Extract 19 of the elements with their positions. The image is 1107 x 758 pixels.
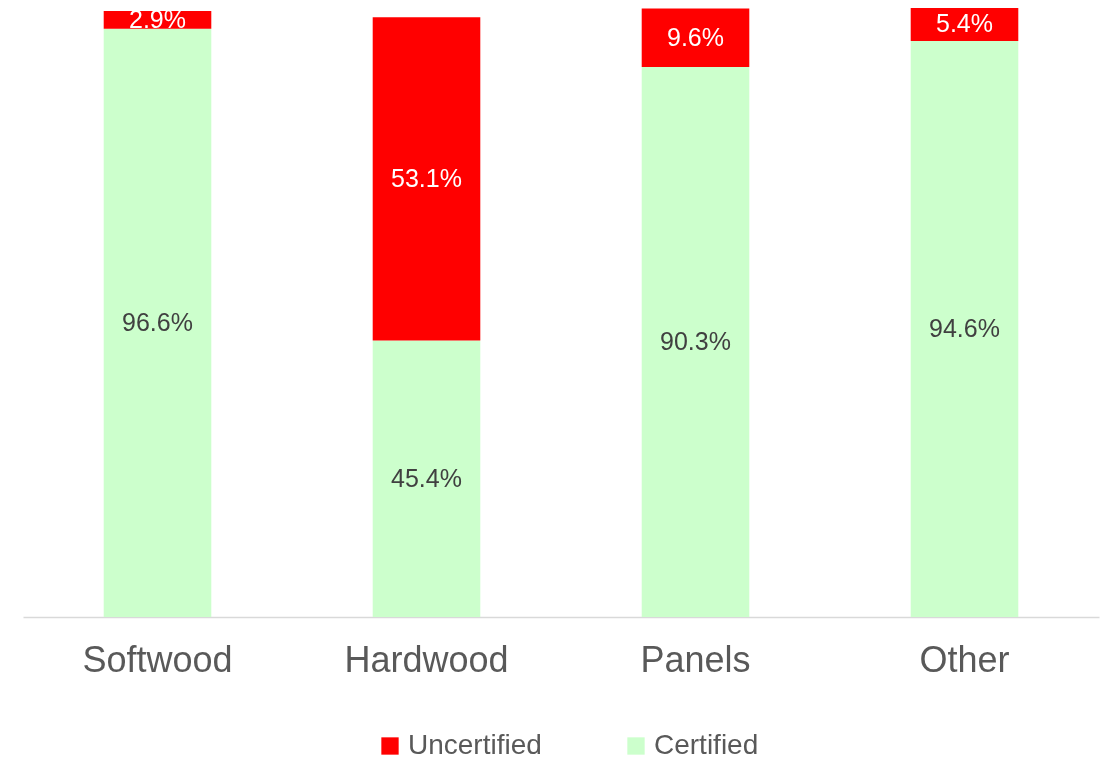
x-tick-label: Hardwood [344,638,509,680]
bar [641,67,750,617]
bar [103,28,212,617]
data-label: 53.1% [391,163,462,192]
bar [641,8,750,68]
legend-label: Certified [654,729,759,758]
data-label: 45.4% [391,463,462,492]
legend-label: Uncertified [408,729,542,758]
data-label: 90.3% [660,327,731,356]
data-label: 5.4% [936,9,993,38]
x-tick-label: Panels [640,638,751,680]
data-label: 96.6% [122,307,193,336]
bar [910,40,1019,617]
bar [372,17,481,341]
data-label: 94.6% [929,313,1000,342]
bar [372,340,481,617]
data-label: 9.6% [667,22,724,51]
x-tick-label: Softwood [82,638,233,680]
x-tick-label: Other [919,638,1010,680]
